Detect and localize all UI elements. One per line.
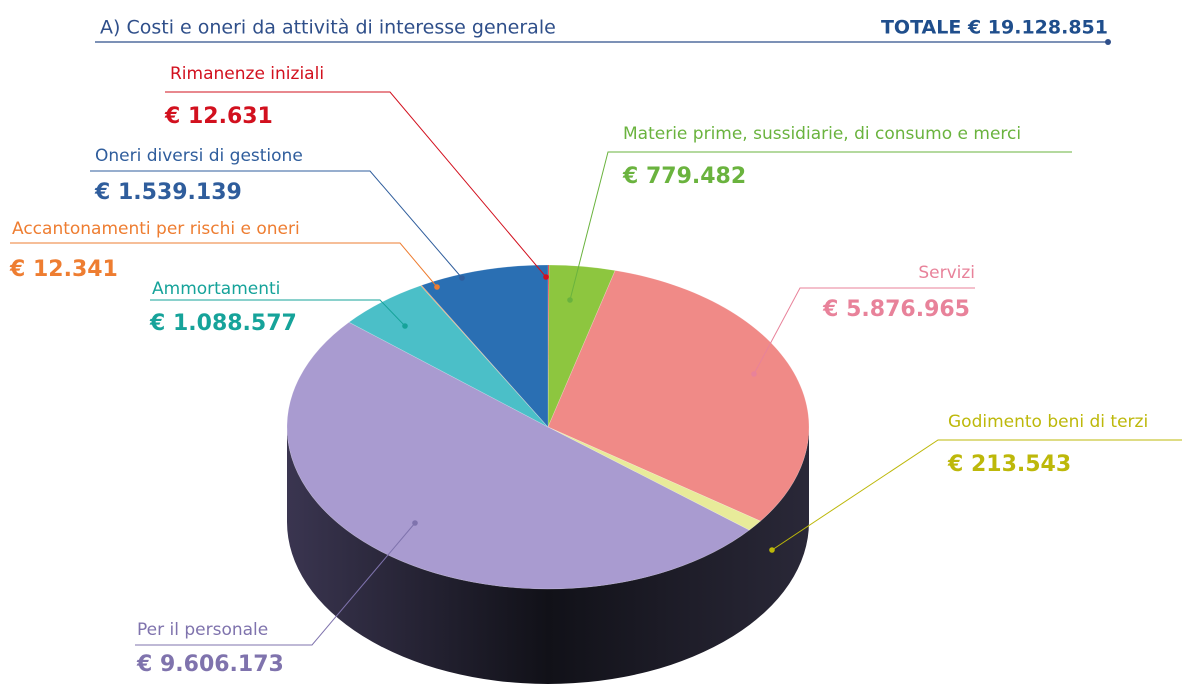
leader-dot (769, 547, 775, 553)
leader-line (10, 242, 438, 288)
leader-line (150, 299, 406, 327)
pie-slice (421, 264, 549, 428)
pie-slice (547, 264, 550, 428)
leader-line (753, 287, 975, 375)
leader-dot (751, 371, 757, 377)
slice-value: € 12.341 (9, 257, 118, 282)
total-label: TOTALE € 19.128.851 (881, 17, 1108, 39)
slice-name: Ammortamenti (152, 279, 280, 299)
leader-line (90, 170, 463, 279)
chart-title: A) Costi e oneri da attività di interess… (100, 17, 556, 39)
slice-name: Godimento beni di terzi (948, 412, 1148, 432)
leader-dot (543, 274, 549, 280)
leader-line (771, 439, 1182, 551)
pie-slice (547, 426, 762, 531)
pie-slice (286, 321, 750, 590)
slice-value: € 1.088.577 (149, 311, 297, 336)
slice-name: Rimanenze iniziali (170, 64, 324, 84)
slice-value: € 213.543 (947, 452, 1071, 477)
pie-slice (420, 284, 549, 428)
pie-side (287, 427, 809, 684)
slice-value: € 12.631 (164, 104, 273, 129)
leader-line (135, 522, 416, 646)
slice-value: € 779.482 (622, 164, 746, 189)
pie-slice (547, 270, 810, 522)
slice-name: Per il personale (137, 620, 268, 640)
leader-dot (459, 275, 465, 281)
slice-name: Oneri diversi di gestione (95, 146, 303, 166)
slice-name: Accantonamenti per rischi e oneri (12, 219, 300, 239)
leader-dot (434, 284, 440, 290)
leader-line (569, 151, 1072, 301)
leader-dot (567, 297, 573, 303)
leader-dot (402, 323, 408, 329)
title-rule-dot (1105, 39, 1111, 45)
leader-line (165, 91, 547, 278)
slice-name: Materie prime, sussidiarie, di consumo e… (623, 124, 1021, 144)
slice-value: € 9.606.173 (136, 652, 284, 677)
slice-value: € 1.539.139 (94, 180, 242, 205)
pie-slice (547, 264, 616, 428)
pie (286, 264, 810, 684)
slice-name: Servizi (918, 263, 975, 283)
leader-dot (412, 520, 418, 526)
slice-value: € 5.876.965 (822, 297, 970, 322)
labels: Rimanenze iniziali € 12.631 Materie prime,… (9, 64, 1182, 677)
